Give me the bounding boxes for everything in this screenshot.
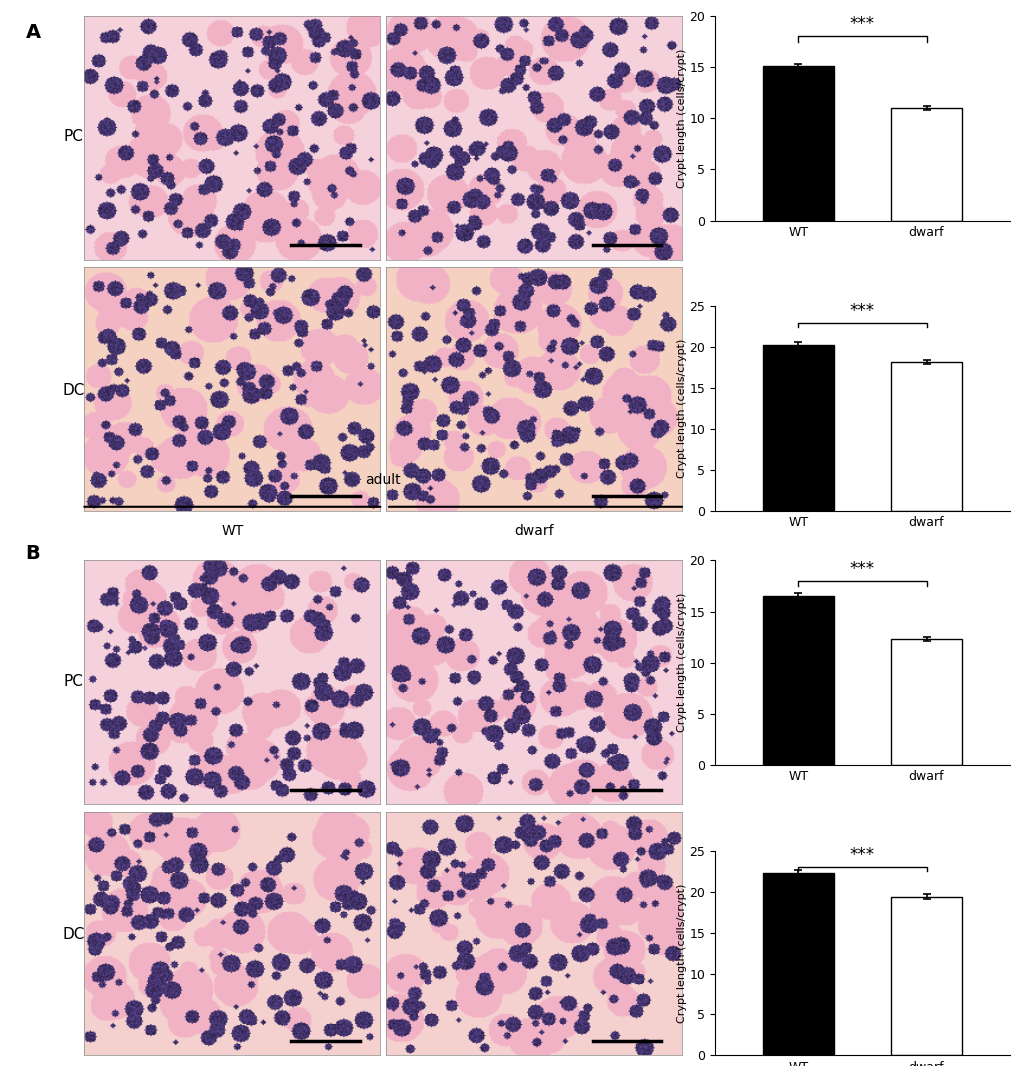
Y-axis label: Crypt length (cells/crypt): Crypt length (cells/crypt)	[676, 884, 686, 1022]
Text: A: A	[25, 23, 41, 43]
Y-axis label: Crypt length (cells/crypt): Crypt length (cells/crypt)	[676, 339, 686, 479]
Y-axis label: Crypt length (cells/crypt): Crypt length (cells/crypt)	[676, 49, 686, 188]
Bar	[762, 873, 833, 1055]
Bar	[762, 66, 833, 221]
Text: PC: PC	[63, 129, 84, 144]
Text: ***: ***	[849, 560, 874, 578]
Bar	[762, 596, 833, 765]
Text: ***: ***	[849, 302, 874, 320]
Text: DC: DC	[62, 927, 85, 942]
Bar	[891, 897, 961, 1055]
Bar	[891, 362, 961, 511]
Text: ***: ***	[849, 15, 874, 33]
Text: WT: WT	[221, 524, 244, 538]
Text: dwarf: dwarf	[514, 524, 553, 538]
Text: PC: PC	[63, 674, 84, 689]
Y-axis label: Crypt length (cells/crypt): Crypt length (cells/crypt)	[676, 593, 686, 732]
Bar	[891, 640, 961, 765]
Bar	[762, 345, 833, 511]
Text: DC: DC	[62, 383, 85, 398]
Text: adult: adult	[365, 473, 400, 487]
Text: B: B	[25, 544, 40, 563]
Bar	[891, 108, 961, 221]
Text: ***: ***	[849, 846, 874, 865]
